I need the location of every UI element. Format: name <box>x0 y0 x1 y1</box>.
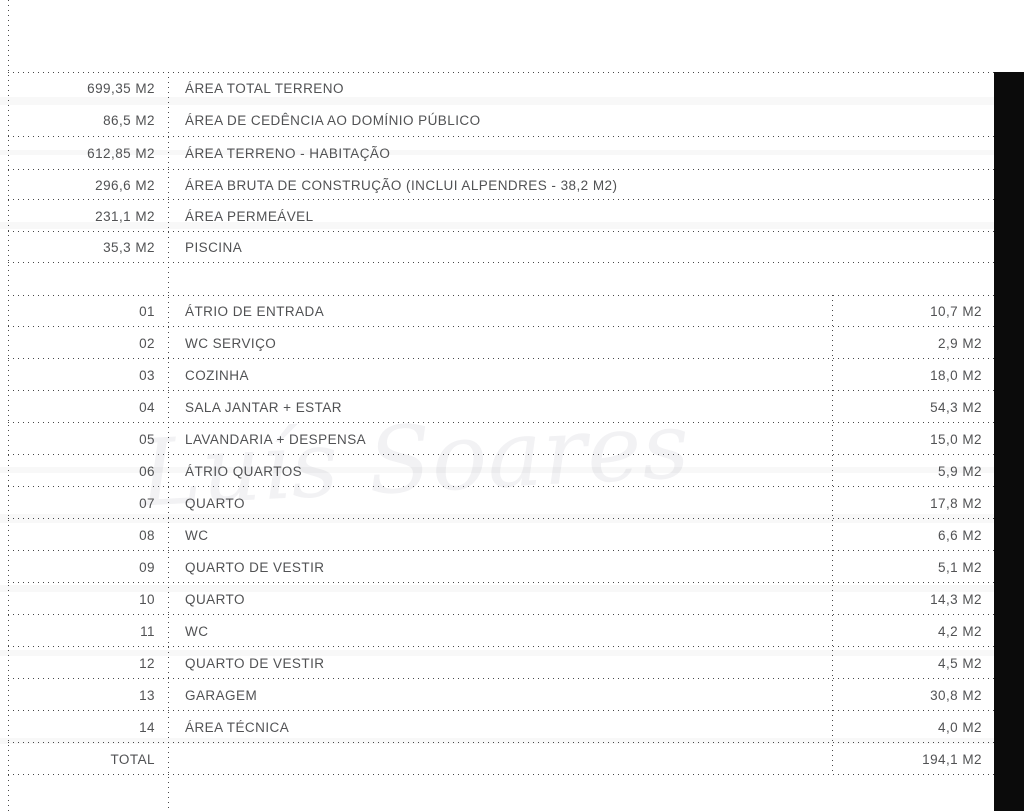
room-name: GARAGEM <box>185 687 258 703</box>
total-row: TOTAL 194,1 M2 <box>8 743 994 775</box>
room-area: 10,7 M2 <box>930 303 982 319</box>
scanner-edge-bar <box>994 72 1024 811</box>
room-row: 13 GARAGEM 30,8 M2 <box>8 679 994 711</box>
summary-label: ÁREA DE CEDÊNCIA AO DOMÍNIO PÚBLICO <box>185 113 481 128</box>
room-name: ÁTRIO QUARTOS <box>185 463 303 479</box>
room-name: QUARTO <box>185 495 245 511</box>
room-row: 01 ÁTRIO DE ENTRADA 10,7 M2 <box>8 295 994 327</box>
rooms-table: 01 ÁTRIO DE ENTRADA 10,7 M2 02 WC SERVIÇ… <box>8 295 994 775</box>
room-row: 14 ÁREA TÉCNICA 4,0 M2 <box>8 711 994 743</box>
room-area: 18,0 M2 <box>930 367 982 383</box>
room-number: 12 <box>139 655 155 671</box>
room-name: WC SERVIÇO <box>185 335 277 351</box>
total-area: 194,1 M2 <box>922 751 982 767</box>
summary-row: 699,35 M2 ÁREA TOTAL TERRENO <box>8 72 994 104</box>
room-row: 08 WC 6,6 M2 <box>8 519 994 551</box>
room-number: 14 <box>139 719 155 735</box>
room-name: WC <box>185 623 209 639</box>
room-number: 06 <box>139 463 155 479</box>
room-number: 02 <box>139 335 155 351</box>
room-name: SALA JANTAR + ESTAR <box>185 399 342 415</box>
room-row: 10 QUARTO 14,3 M2 <box>8 583 994 615</box>
room-name: COZINHA <box>185 367 249 383</box>
room-area: 15,0 M2 <box>930 431 982 447</box>
summary-row: 296,6 M2 ÁREA BRUTA DE CONSTRUÇÃO (INCLU… <box>8 170 994 200</box>
summary-label: ÁREA BRUTA DE CONSTRUÇÃO (INCLUI ALPENDR… <box>185 177 618 193</box>
room-row: 02 WC SERVIÇO 2,9 M2 <box>8 327 994 359</box>
room-number: 11 <box>140 623 155 639</box>
summary-value: 231,1 M2 <box>95 208 155 224</box>
summary-value: 612,85 M2 <box>87 146 155 161</box>
room-area: 14,3 M2 <box>930 591 982 607</box>
room-name: WC <box>185 527 209 543</box>
room-area: 30,8 M2 <box>930 687 982 703</box>
room-number: 03 <box>139 367 155 383</box>
summary-row: 86,5 M2 ÁREA DE CEDÊNCIA AO DOMÍNIO PÚBL… <box>8 104 994 137</box>
room-row: 11 WC 4,2 M2 <box>8 615 994 647</box>
room-area: 17,8 M2 <box>930 495 982 511</box>
room-number: 10 <box>139 591 155 607</box>
room-number: 13 <box>139 687 155 703</box>
summary-label: ÁREA PERMEÁVEL <box>185 208 314 224</box>
room-name: QUARTO DE VESTIR <box>185 559 325 575</box>
room-row: 07 QUARTO 17,8 M2 <box>8 487 994 519</box>
room-area: 54,3 M2 <box>930 399 982 415</box>
summary-value: 296,6 M2 <box>95 177 155 193</box>
summary-label: PISCINA <box>185 240 243 255</box>
room-area: 4,2 M2 <box>938 623 982 639</box>
room-number: 07 <box>139 495 155 511</box>
room-row: 04 SALA JANTAR + ESTAR 54,3 M2 <box>8 391 994 423</box>
room-number: 04 <box>139 399 155 415</box>
room-number: 09 <box>139 559 155 575</box>
room-area: 4,5 M2 <box>938 655 982 671</box>
summary-row-group: 699,35 M2 ÁREA TOTAL TERRENO 86,5 M2 ÁRE… <box>8 72 994 137</box>
summary-value: 699,35 M2 <box>87 80 155 96</box>
room-number: 08 <box>139 527 155 543</box>
summary-table: 699,35 M2 ÁREA TOTAL TERRENO 86,5 M2 ÁRE… <box>8 72 994 263</box>
total-label: TOTAL <box>110 751 155 767</box>
room-row: 09 QUARTO DE VESTIR 5,1 M2 <box>8 551 994 583</box>
summary-value: 35,3 M2 <box>103 240 155 255</box>
room-number: 05 <box>139 431 155 447</box>
room-area: 2,9 M2 <box>938 335 982 351</box>
room-number: 01 <box>139 303 155 319</box>
room-area: 5,1 M2 <box>938 559 982 575</box>
summary-row: 612,85 M2 ÁREA TERRENO - HABITAÇÃO <box>8 137 994 170</box>
room-row: 06 ÁTRIO QUARTOS 5,9 M2 <box>8 455 994 487</box>
room-name: ÁTRIO DE ENTRADA <box>185 303 325 319</box>
room-area: 5,9 M2 <box>938 463 982 479</box>
summary-value: 86,5 M2 <box>103 113 155 128</box>
room-name: QUARTO DE VESTIR <box>185 655 325 671</box>
summary-row: 231,1 M2 ÁREA PERMEÁVEL <box>8 200 994 232</box>
room-row: 05 LAVANDARIA + DESPENSA 15,0 M2 <box>8 423 994 455</box>
room-row: 12 QUARTO DE VESTIR 4,5 M2 <box>8 647 994 679</box>
room-area: 4,0 M2 <box>938 719 982 735</box>
room-name: LAVANDARIA + DESPENSA <box>185 431 367 447</box>
summary-row: 35,3 M2 PISCINA <box>8 232 994 263</box>
room-name: ÁREA TÉCNICA <box>185 719 290 735</box>
room-area: 6,6 M2 <box>938 527 982 543</box>
summary-label: ÁREA TOTAL TERRENO <box>185 80 344 96</box>
room-name: QUARTO <box>185 591 245 607</box>
summary-label: ÁREA TERRENO - HABITAÇÃO <box>185 146 391 161</box>
room-row: 03 COZINHA 18,0 M2 <box>8 359 994 391</box>
